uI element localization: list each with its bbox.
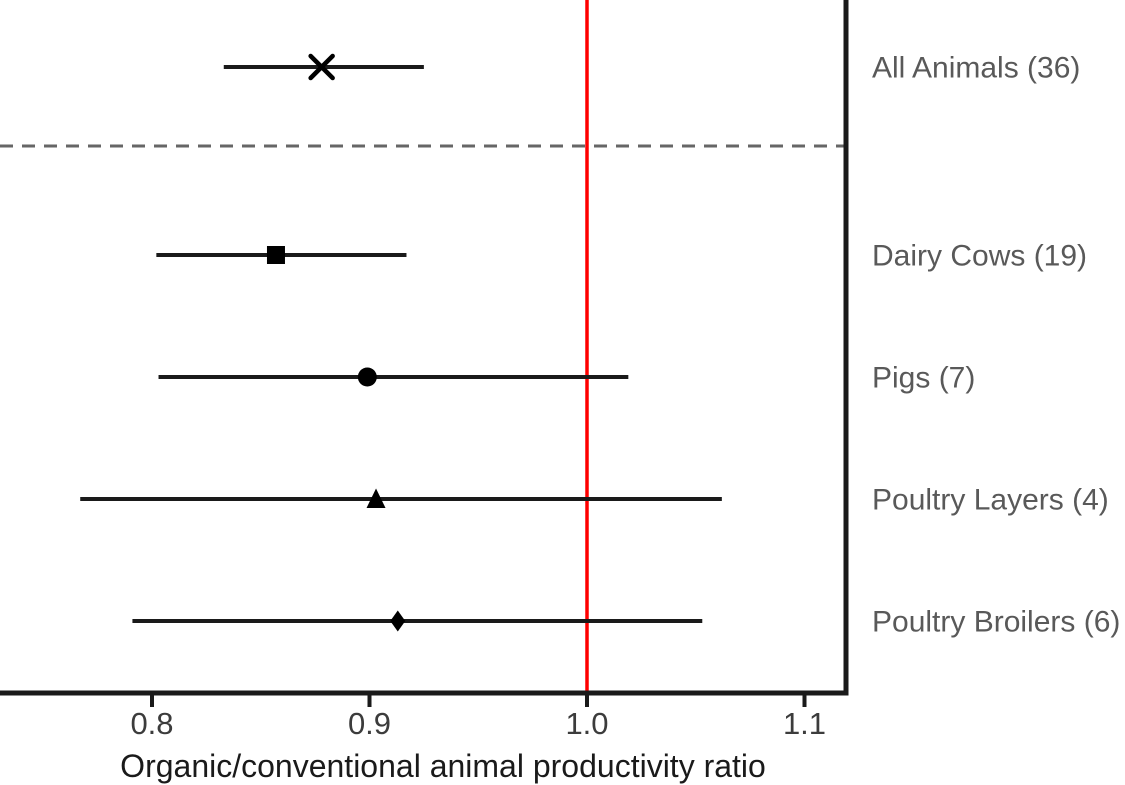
marker-diamond-icon	[390, 610, 406, 632]
x-axis-tick-label: 1.0	[565, 706, 608, 741]
marker-circle-icon	[357, 367, 377, 387]
row-label: All Animals (36)	[872, 52, 1080, 85]
x-axis-tick-label: 0.9	[348, 706, 391, 741]
row-label: Pigs (7)	[872, 362, 975, 395]
marker-x-icon	[308, 53, 335, 81]
x-axis-tick-label: 0.8	[130, 706, 173, 741]
row-label: Poultry Broilers (6)	[872, 606, 1120, 639]
marker-triangle-icon	[366, 488, 386, 508]
marker-square-icon	[266, 246, 285, 264]
x-axis-title: Organic/conventional animal productivity…	[120, 748, 766, 784]
row-label: Dairy Cows (19)	[872, 240, 1087, 273]
x-axis-tick-label: 1.1	[783, 706, 826, 741]
row-label: Poultry Layers (4)	[872, 484, 1109, 517]
